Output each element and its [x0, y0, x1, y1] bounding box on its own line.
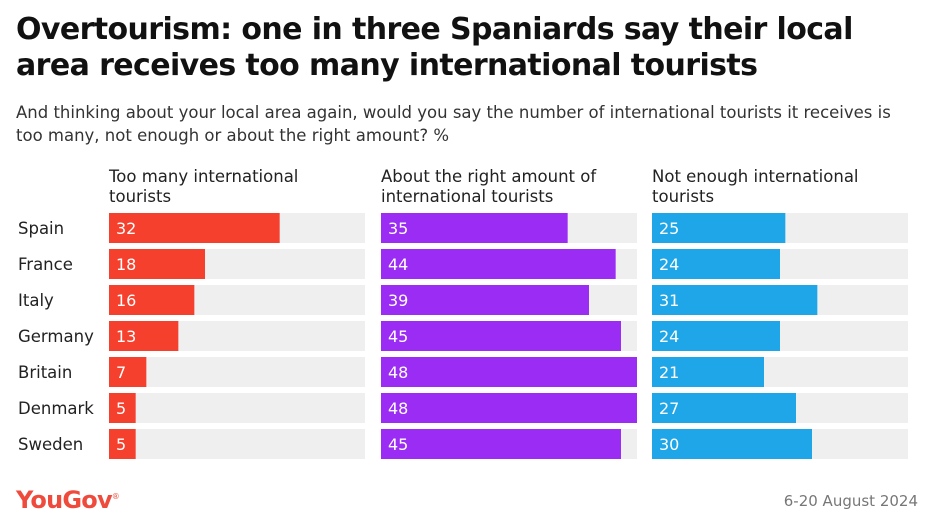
data-label: 18: [116, 255, 136, 274]
bar: [652, 213, 786, 243]
bar: [109, 213, 280, 243]
chart-title: Overtourism: one in three Spaniards say …: [16, 12, 853, 83]
data-label: 16: [116, 291, 136, 310]
bar: [109, 321, 179, 351]
series-header: tourists: [652, 187, 714, 206]
bar: [652, 357, 764, 387]
chart-subtitle: And thinking about your local area again…: [16, 103, 891, 145]
category-label: France: [18, 255, 73, 274]
series-header: tourists: [109, 187, 171, 206]
data-label: 31: [659, 291, 679, 310]
data-label: 25: [659, 219, 679, 238]
series-header: Too many international: [108, 167, 298, 186]
bar-track: [109, 357, 365, 387]
bar: [652, 285, 818, 315]
category-label: Sweden: [18, 435, 83, 454]
category-label: Spain: [18, 219, 64, 238]
bar: [652, 429, 812, 459]
bar: [381, 357, 637, 387]
category-label: Italy: [18, 291, 54, 310]
data-label: 48: [388, 363, 408, 382]
bar: [109, 285, 195, 315]
bar: [381, 321, 621, 351]
data-label: 45: [388, 327, 408, 346]
series-header: international tourists: [381, 187, 553, 206]
bar: [109, 357, 147, 387]
series-header: About the right amount of: [381, 167, 597, 186]
category-label: Britain: [18, 363, 72, 382]
bar: [381, 429, 621, 459]
data-label: 45: [388, 435, 408, 454]
data-label: 48: [388, 399, 408, 418]
data-label: 24: [659, 327, 679, 346]
bar-track: [109, 429, 365, 459]
data-label: 44: [388, 255, 408, 274]
series-header: Not enough international: [652, 167, 859, 186]
data-label: 30: [659, 435, 679, 454]
bar: [109, 429, 136, 459]
bar: [381, 213, 568, 243]
bar: [109, 249, 205, 279]
data-label: 5: [116, 399, 126, 418]
bar: [652, 393, 796, 423]
category-label: Germany: [18, 327, 94, 346]
data-label: 24: [659, 255, 679, 274]
bar: [381, 285, 589, 315]
fieldwork-date: 6-20 August 2024: [783, 492, 918, 510]
data-label: 39: [388, 291, 408, 310]
bar: [652, 321, 780, 351]
data-label: 32: [116, 219, 136, 238]
bar: [381, 249, 616, 279]
category-label: Denmark: [18, 399, 94, 418]
data-label: 13: [116, 327, 136, 346]
data-label: 35: [388, 219, 408, 238]
data-label: 27: [659, 399, 679, 418]
data-label: 7: [116, 363, 126, 382]
data-label: 5: [116, 435, 126, 454]
data-label: 21: [659, 363, 679, 382]
yougov-logo: YouGov®: [16, 486, 120, 514]
bar: [109, 393, 136, 423]
bar: [381, 393, 637, 423]
bar-track: [109, 393, 365, 423]
brand-text: YouGov: [16, 486, 113, 514]
bar: [652, 249, 780, 279]
